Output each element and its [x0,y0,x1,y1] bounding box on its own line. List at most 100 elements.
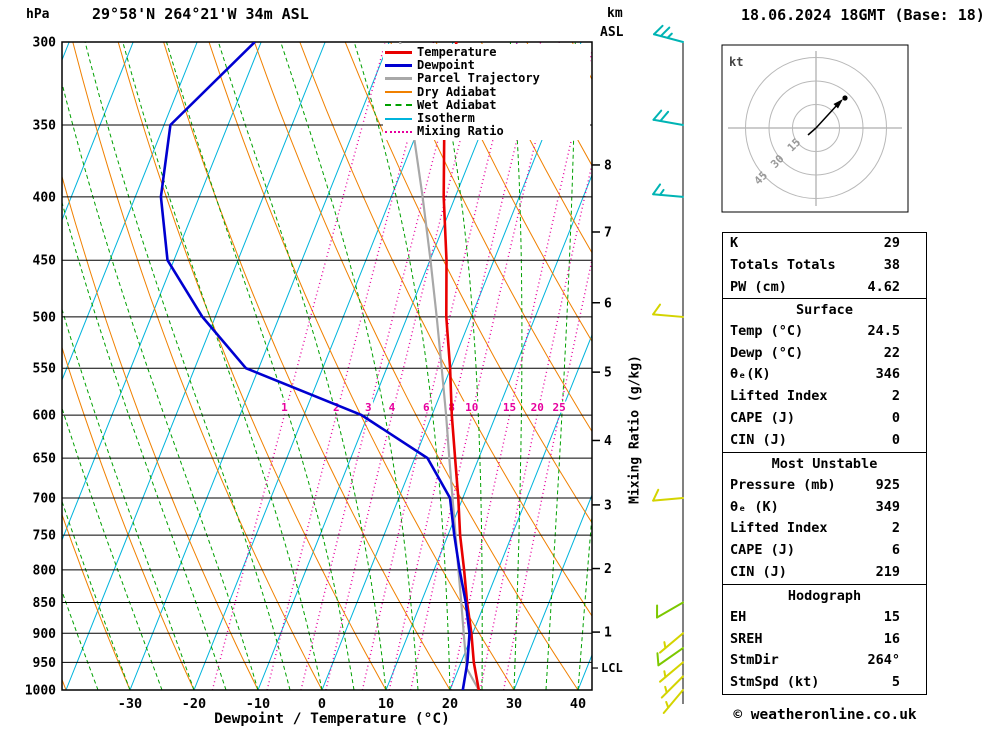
stat-row: Pressure (mb) 925 [723,475,926,497]
temp-tick-label: -10 [246,696,270,712]
km-tick-label: 1 [604,626,612,641]
mixing-ratio-value-label: 3 [365,401,372,414]
wind-barb [652,183,684,198]
stat-label: CAPE (J) [730,409,796,426]
wind-barb [660,675,684,699]
hodograph-storm-motion-dot [842,95,848,101]
pressure-axis-unit: hPa [26,7,50,22]
stat-value: 15 [883,608,900,625]
temp-tick-label: 10 [378,696,394,712]
legend-line-sample-wet_adiabat [385,104,412,107]
stat-row: PW (cm) 4.62 [723,277,926,299]
info-box-title: Hodograph [787,588,862,604]
mixing-ratio-value-label: 4 [389,401,396,414]
stat-value: 16 [883,630,900,647]
legend-item-dry_adiabat: Dry Adiabat [385,84,590,99]
pressure-tick-label: 550 [33,362,57,377]
wind-barb [652,488,684,502]
pressure-tick-label: 800 [33,563,57,578]
hodograph-unit-label: kt [729,55,743,69]
stat-value: 2 [891,520,900,537]
most-unstable-box: Most Unstable Pressure (mb) 925 θₑ (K) 349 Li… [722,452,927,585]
stat-row: Totals Totals 38 [723,255,926,277]
wind-barb [659,632,684,654]
station-title: 29°58'N 264°21'W 34m ASL [92,5,309,23]
legend-label: Dewpoint [417,58,475,73]
pressure-tick-label: 450 [33,254,57,269]
mixing-ratio-axis-label: Mixing Ratio (g/kg) [627,355,643,504]
lcl-label: LCL [601,661,623,675]
datetime-title: 18.06.2024 18GMT (Base: 18) [741,6,985,24]
km-tick-label: 2 [604,562,612,577]
legend-line-sample-dewpoint [385,64,412,68]
hodograph-arrowhead [833,99,843,109]
legend-item-mixing_ratio: Mixing Ratio [385,125,590,138]
pressure-tick-label: 300 [33,36,57,51]
stat-value: 38 [883,256,900,273]
stat-row: CAPE (J) 6 [723,540,926,562]
stat-label: CAPE (J) [730,542,796,559]
stat-row: SREH 16 [723,629,926,651]
wind-barb [656,601,684,619]
stat-row: CAPE (J) 0 [723,408,926,430]
copyright: © weatheronline.co.uk [733,707,917,723]
legend-line-sample-mixing_ratio [385,130,412,133]
wind-barb [653,24,684,43]
legend-label: Temperature [417,45,497,60]
temp-tick-label: 0 [318,696,326,712]
legend-label: Mixing Ratio [417,124,504,139]
legend-line-sample-isotherm [385,117,412,120]
stat-value: 0 [891,409,900,426]
legend-line-sample-temperature [385,51,412,55]
stat-row: Dewp (°C) 22 [723,343,926,365]
stat-value: 219 [875,563,900,580]
stat-label: Totals Totals [730,256,836,273]
indices-box: K 29 Totals Totals 38 PW (cm) 4.62 [722,232,927,300]
mixing-ratio-value-label: 2 [333,401,340,414]
stat-value: 264° [867,652,900,669]
stat-label: Lifted Index [730,388,828,405]
stat-label: K [730,235,739,251]
temp-tick-label: 20 [442,696,458,712]
stat-value: 925 [875,476,900,493]
stat-value: 349 [875,498,900,515]
legend-label: Parcel Trajectory [417,71,540,86]
km-tick-label: 8 [604,158,612,173]
pressure-tick-label: 700 [33,492,57,507]
wind-barb [652,109,684,126]
stat-row: EH 15 [723,607,926,629]
asl-axis-unit: ASL [600,25,624,40]
pressure-tick-label: 400 [33,190,57,205]
legend-item-parcel: Parcel Trajectory [385,72,590,85]
stat-row: Lifted Index 2 [723,386,926,408]
stat-value: 346 [875,366,900,383]
stat-value: 29 [883,235,900,251]
km-tick-label: 3 [604,498,612,513]
stat-row: K 29 [723,233,926,255]
stat-label: Lifted Index [730,520,828,537]
legend-line-sample-parcel [385,77,412,81]
wind-barb [656,647,684,667]
stat-value: 5 [891,674,900,691]
pressure-tick-label: 750 [33,529,57,544]
legend-item-dewpoint: Dewpoint [385,59,590,72]
stat-label: StmDir [730,652,779,669]
wind-barb [659,661,684,683]
temp-tick-label: -20 [182,696,206,712]
pressure-tick-label: 1000 [25,684,56,699]
stat-label: θₑ (K) [730,498,779,515]
legend-label: Dry Adiabat [417,84,497,99]
stat-label: EH [730,608,747,625]
temperature-line [442,42,481,690]
wind-barb [662,689,684,714]
stat-row: Lifted Index 2 [723,518,926,540]
temp-tick-label: 40 [570,696,586,712]
stat-label: Dewp (°C) [730,344,804,361]
stat-label: CIN (J) [730,563,787,580]
stat-label: Pressure (mb) [730,476,836,493]
km-tick-label: 6 [604,296,612,311]
stat-value: 0 [891,431,900,448]
stat-row: Temp (°C) 24.5 [723,321,926,343]
x-axis-label: Dewpoint / Temperature (°C) [214,711,450,727]
